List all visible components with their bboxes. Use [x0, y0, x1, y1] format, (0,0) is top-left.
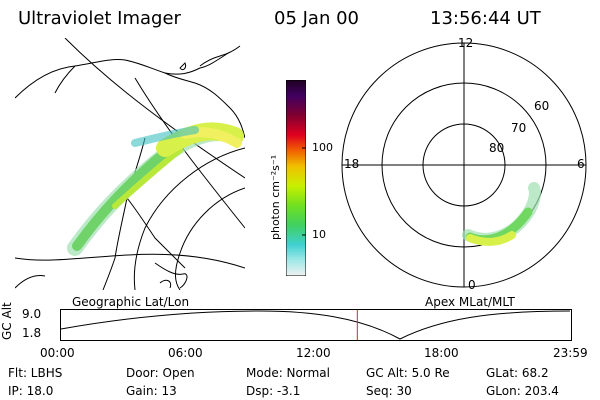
- mlat-label-60: 60: [534, 99, 550, 113]
- time-label: 13:56:44 UT: [430, 8, 541, 29]
- latlon-grid: [15, 38, 245, 290]
- dsp-info: Dsp: -3.1: [246, 384, 301, 398]
- right-panel-caption: Apex MLat/MLT: [425, 295, 515, 309]
- orbit-ylabel: GC Alt: [0, 302, 14, 340]
- filter-info: Flt: LBHS: [8, 366, 63, 380]
- date-label: 05 Jan 00: [274, 8, 359, 29]
- orbit-xtick-0600: 06:00: [168, 346, 203, 360]
- orbit-xtick-0000: 00:00: [40, 346, 75, 360]
- orbit-altitude-plot: [60, 309, 572, 341]
- orbit-xtick-2359: 23:59: [553, 346, 588, 360]
- mode-info: Mode: Normal: [246, 366, 330, 380]
- mlat-label-70: 70: [511, 121, 527, 135]
- colorbar-tick-100: 100: [312, 141, 333, 154]
- orbit-xtick-1200: 12:00: [296, 346, 331, 360]
- orbit-xtick-1800: 18:00: [424, 346, 459, 360]
- orbit-ytick-max: 9.0: [22, 307, 42, 321]
- colorbar-unit-label: photon cm⁻²s⁻¹: [269, 154, 282, 240]
- mlt-label-0: 0: [468, 278, 476, 292]
- mlt-label-18: 18: [344, 157, 360, 171]
- colorbar-tick-10: 10: [312, 228, 326, 241]
- door-info: Door: Open: [126, 366, 195, 380]
- glat-info: GLat: 68.2: [486, 366, 549, 380]
- orbit-ytick-min: 1.8: [22, 326, 42, 340]
- seq-info: Seq: 30: [366, 384, 412, 398]
- polar-aurora: [462, 182, 541, 246]
- altitude-curve: [60, 310, 571, 340]
- colorbar: [286, 80, 306, 276]
- mlat-label-80: 80: [489, 141, 505, 155]
- coastlines: [15, 45, 245, 290]
- glon-info: GLon: 203.4: [486, 384, 559, 398]
- gc-alt-info: GC Alt: 5.0 Re: [366, 366, 450, 380]
- instrument-title: Ultraviolet Imager: [18, 8, 181, 29]
- ip-info: IP: 18.0: [8, 384, 54, 398]
- gain-info: Gain: 13: [126, 384, 177, 398]
- geographic-map: [15, 38, 245, 290]
- mlt-label-12: 12: [458, 36, 474, 50]
- polar-plot: [341, 42, 587, 288]
- aurora-emission: [67, 122, 244, 256]
- left-panel-caption: Geographic Lat/Lon: [72, 295, 190, 309]
- mlt-label-6: 6: [577, 157, 585, 171]
